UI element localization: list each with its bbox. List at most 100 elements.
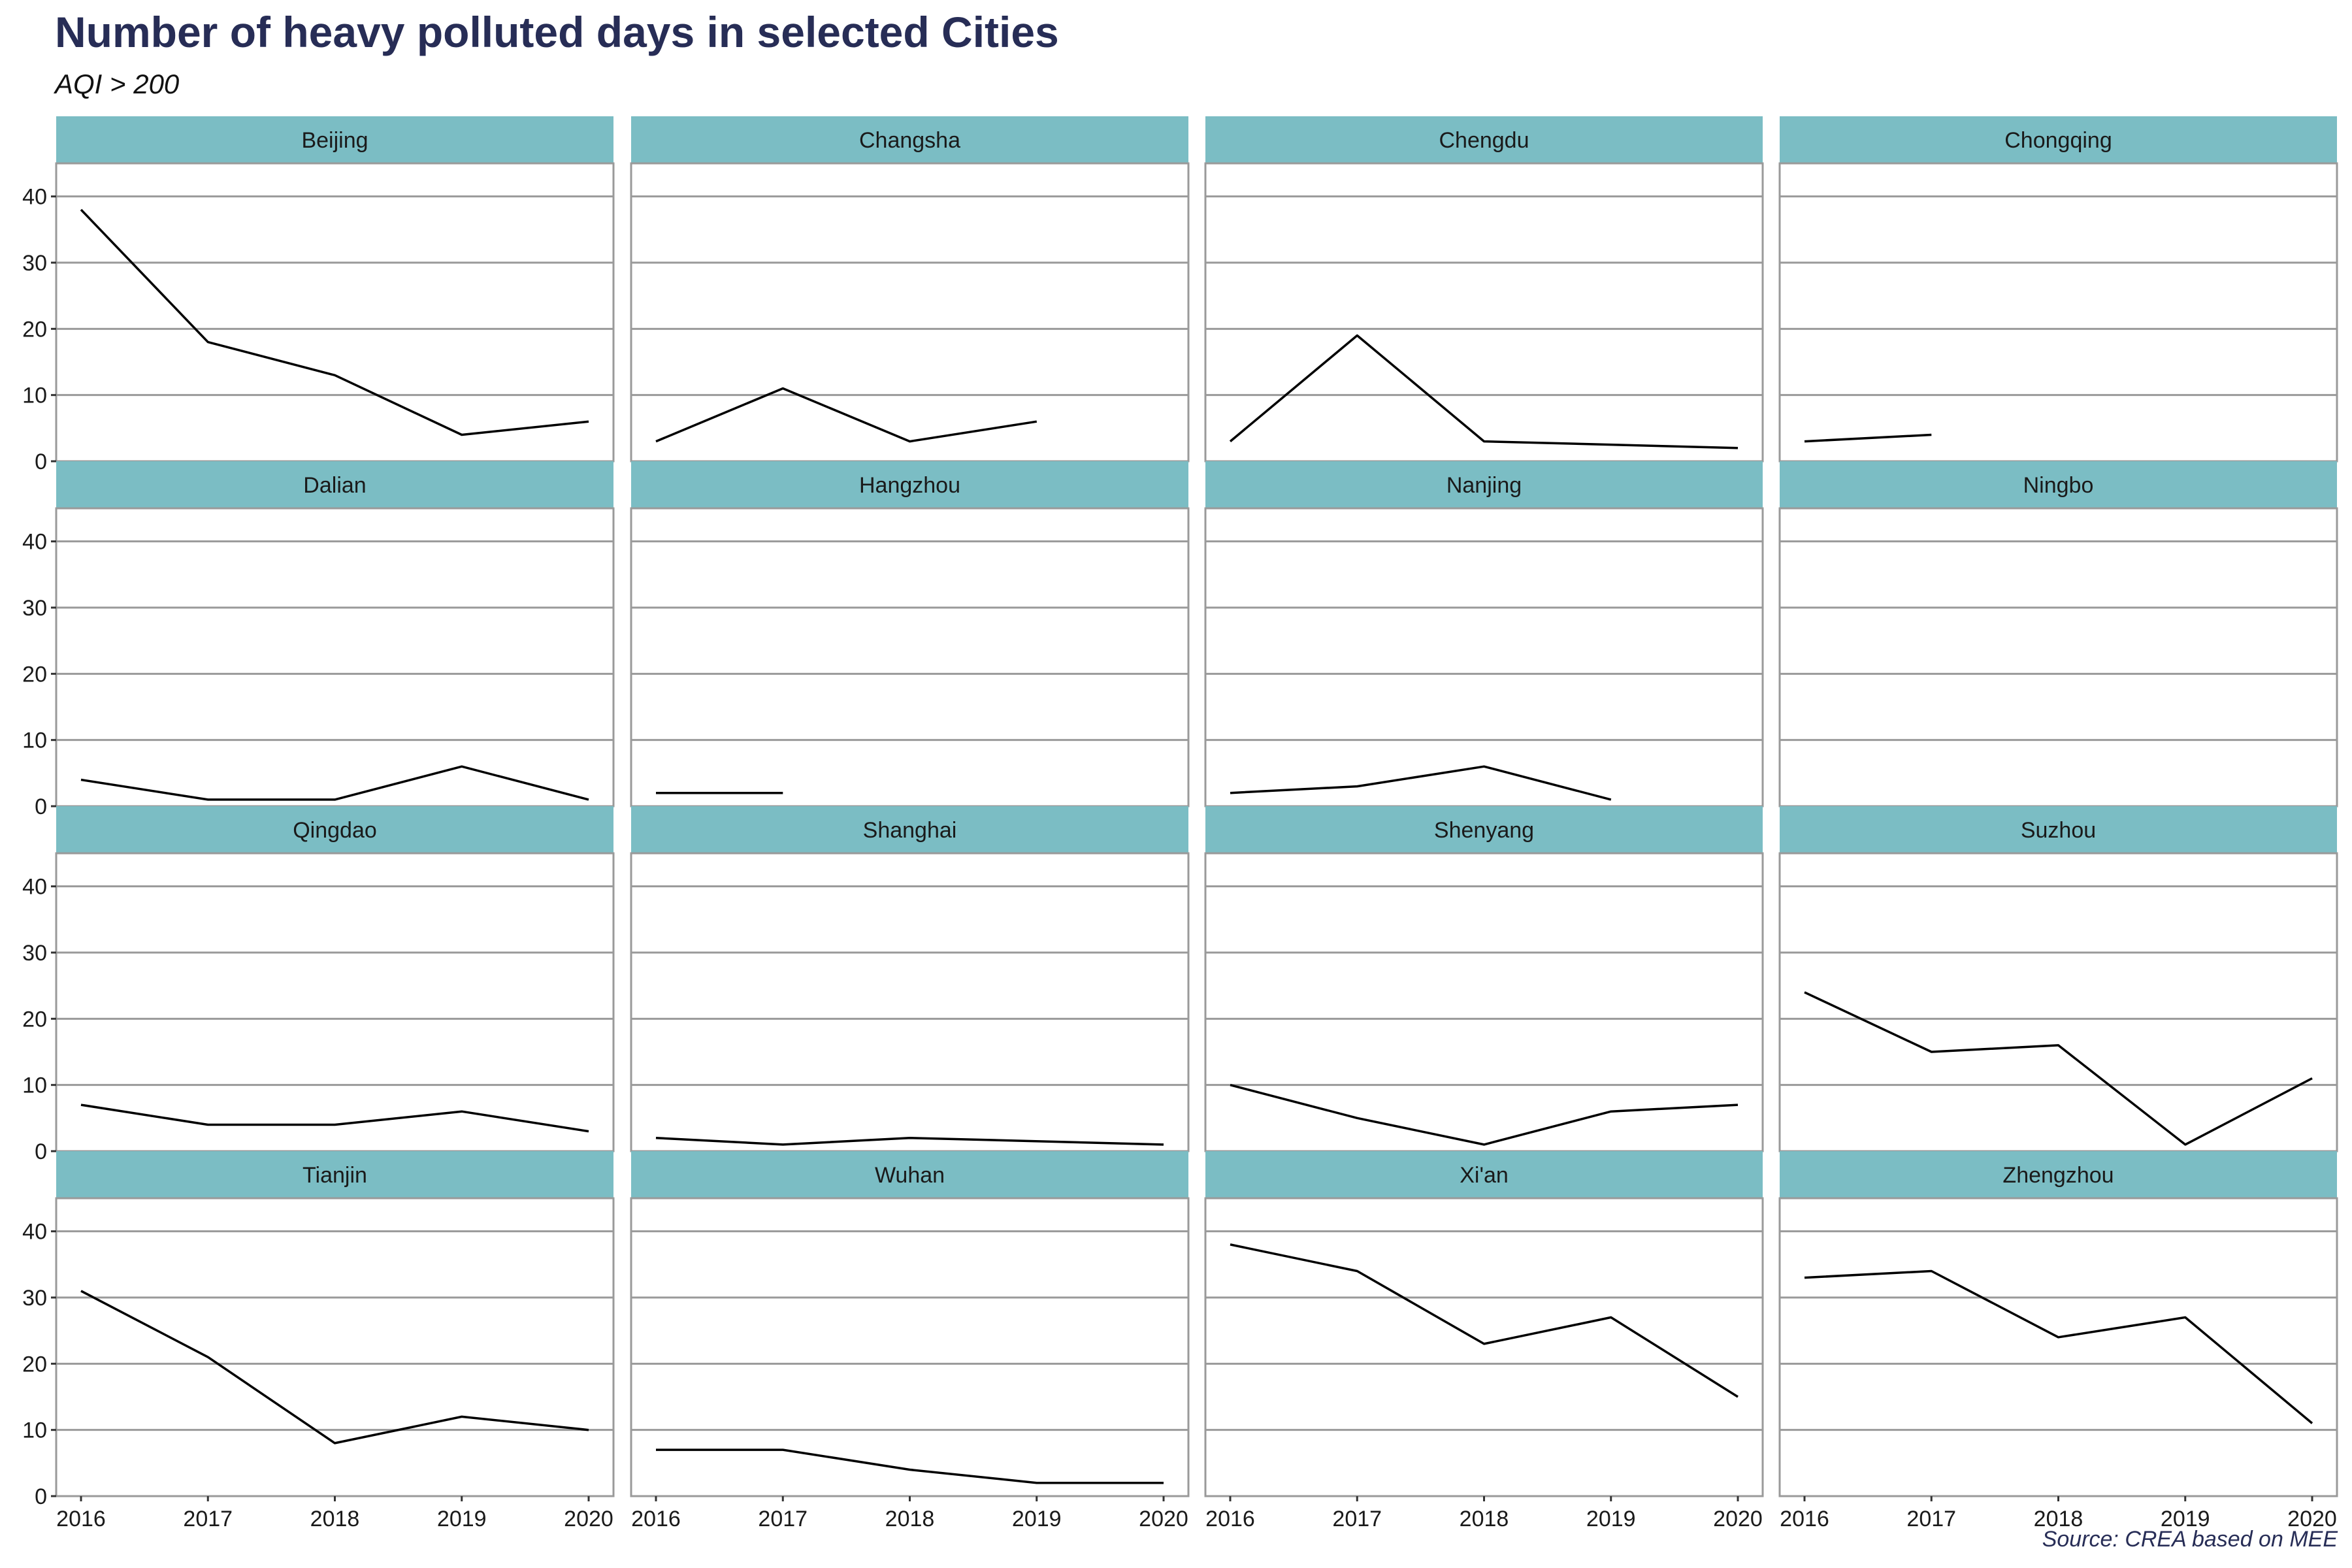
facet-label: Shanghai [863, 818, 957, 843]
facet-strip [631, 806, 1188, 853]
facet-label: Beijing [301, 128, 368, 153]
plot-background [1780, 1198, 2337, 1496]
series-line [80, 1103, 589, 1133]
plot-background [631, 1198, 1188, 1496]
facet-panel-tianjin: Tianjin 0 10 20 30 40 2016 2017 2018 2019 2020 [22, 1151, 615, 1531]
chart-title: Number of heavy polluted days in selecte… [55, 8, 1059, 56]
facet-strip [1780, 1151, 2337, 1198]
x-tick-label: 2020 [1139, 1507, 1188, 1531]
series-line [1230, 765, 1612, 801]
x-tick-label: 2019 [437, 1507, 487, 1531]
facet-strip [56, 461, 613, 508]
plot-background [1780, 508, 2337, 806]
series-line [1804, 1269, 2313, 1424]
facet-panel-dalian: Dalian 0 10 20 30 40 [22, 461, 615, 819]
y-tick-label: 0 [35, 449, 47, 474]
plot-background [56, 1198, 613, 1496]
plot-background [1205, 1198, 1763, 1496]
facet-panel-chengdu: Chengdu [1204, 116, 1764, 463]
x-tick-label: 2016 [1780, 1507, 1829, 1531]
facet-label: Nanjing [1446, 473, 1522, 498]
x-tick-label: 2017 [183, 1507, 233, 1531]
x-tick-label: 2016 [631, 1507, 681, 1531]
x-tick-label: 2017 [758, 1507, 808, 1531]
plot-background [56, 163, 613, 461]
series-line [655, 1136, 1164, 1146]
series-line [80, 208, 589, 436]
facet-panel-suzhou: Suzhou [1778, 806, 2338, 1152]
facet-strip [631, 116, 1188, 163]
facet-strip [1205, 1151, 1763, 1198]
y-tick-label: 20 [22, 662, 47, 687]
x-tick-label: 2019 [1012, 1507, 1062, 1531]
facet-panel-shenyang: Shenyang [1204, 806, 1764, 1152]
series-line [1229, 334, 1739, 449]
y-tick-label: 10 [22, 728, 47, 753]
y-tick-label: 0 [35, 1139, 47, 1164]
facet-strip [1780, 116, 2337, 163]
plot-background [1205, 508, 1763, 806]
facet-label: Shenyang [1434, 818, 1534, 843]
facet-label: Dalian [303, 473, 366, 498]
chart-subtitle: AQI > 200 [53, 69, 180, 99]
facet-panels: Beijing 0 10 20 30 40 Changsha Chengdu Chongqing… [22, 116, 2338, 1531]
plot-background [56, 853, 613, 1151]
facet-panel-nanjing: Nanjing [1204, 461, 1764, 808]
y-tick-label: 10 [22, 1073, 47, 1098]
x-tick-label: 2016 [1205, 1507, 1255, 1531]
y-tick-label: 20 [22, 1352, 47, 1377]
facet-strip [1780, 461, 2337, 508]
x-tick-label: 2018 [885, 1507, 935, 1531]
y-tick-label: 40 [22, 185, 47, 210]
y-tick-label: 20 [22, 1007, 47, 1032]
facet-panel-xi-an: Xi'an 2016 2017 2018 2019 2020 [1204, 1151, 1764, 1531]
plot-background [1205, 163, 1763, 461]
series-line [80, 765, 589, 801]
facet-strip [631, 461, 1188, 508]
facet-strip [1780, 806, 2337, 853]
y-tick-label: 40 [22, 530, 47, 555]
x-tick-label: 2017 [1332, 1507, 1382, 1531]
plot-background [631, 163, 1188, 461]
facet-panel-beijing: Beijing 0 10 20 30 40 [22, 116, 615, 474]
plot-background [631, 508, 1188, 806]
facet-panel-chongqing: Chongqing [1778, 116, 2338, 463]
facet-label: Chongqing [2004, 128, 2112, 153]
series-line [1804, 433, 1932, 443]
x-tick-label: 2019 [2161, 1507, 2210, 1531]
plot-background [1780, 163, 2337, 461]
facet-panel-wuhan: Wuhan 2016 2017 2018 2019 2020 [630, 1151, 1190, 1531]
facet-strip [56, 806, 613, 853]
facet-panel-shanghai: Shanghai [630, 806, 1190, 1152]
y-tick-label: 30 [22, 596, 47, 621]
x-tick-label: 2020 [2287, 1507, 2337, 1531]
plot-background [1780, 853, 2337, 1151]
y-tick-label: 30 [22, 941, 47, 966]
y-tick-label: 20 [22, 317, 47, 342]
x-tick-label: 2020 [564, 1507, 613, 1531]
facet-label: Qingdao [293, 818, 377, 843]
facet-panel-changsha: Changsha [630, 116, 1190, 463]
x-tick-label: 2018 [1460, 1507, 1509, 1531]
facet-label: Xi'an [1460, 1163, 1509, 1188]
series-line [1804, 991, 2313, 1146]
y-tick-label: 30 [22, 1286, 47, 1311]
plot-background [1205, 853, 1763, 1151]
y-tick-label: 10 [22, 1418, 47, 1443]
facet-label: Hangzhou [859, 473, 960, 498]
series-line [656, 1448, 1164, 1484]
plot-background [56, 508, 613, 806]
series-line [655, 387, 1037, 443]
facet-strip [1205, 806, 1763, 853]
series-line [80, 1290, 589, 1445]
facet-strip [56, 1151, 613, 1198]
series-line [1230, 1243, 1739, 1398]
series-line [1230, 1084, 1739, 1146]
facet-label: Ningbo [2023, 473, 2094, 498]
x-tick-label: 2018 [310, 1507, 360, 1531]
facet-panel-ningbo: Ningbo [1778, 461, 2338, 808]
plot-background [631, 853, 1188, 1151]
facet-strip [631, 1151, 1188, 1198]
y-tick-label: 30 [22, 251, 47, 276]
x-tick-label: 2018 [2034, 1507, 2083, 1531]
